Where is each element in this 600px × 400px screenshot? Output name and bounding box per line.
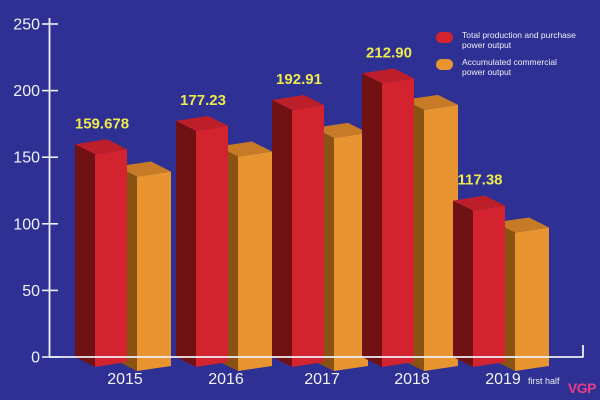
bar-production-2018-side bbox=[362, 73, 382, 367]
value-label: 212.90 bbox=[366, 44, 412, 61]
bar-production-2019-top bbox=[453, 195, 505, 211]
bar-production-2019-side bbox=[453, 200, 473, 367]
bar-commercial-2015-top bbox=[117, 161, 171, 177]
year-label: 2015 bbox=[107, 371, 143, 388]
value-label: 177.23 bbox=[180, 92, 226, 109]
bar-commercial-2019-top bbox=[495, 217, 549, 233]
bar-production-2017-top bbox=[272, 95, 324, 111]
bar-commercial-2019-front bbox=[515, 227, 549, 371]
y-tick-label: 250 bbox=[13, 17, 40, 34]
bar-commercial-2016-front bbox=[238, 151, 272, 371]
legend-swatch-orange-icon bbox=[436, 59, 453, 70]
bar-production-2017-front bbox=[292, 105, 324, 367]
bar-production-2016-front bbox=[196, 125, 228, 367]
value-label: 159.678 bbox=[75, 115, 129, 132]
bar-commercial-2015-front bbox=[137, 171, 171, 371]
value-label: 117.38 bbox=[457, 172, 502, 189]
bar-commercial-2017-front bbox=[334, 132, 368, 371]
first-half-label: first half bbox=[528, 376, 560, 386]
year-label: 2017 bbox=[304, 371, 340, 388]
bar-production-2018-front bbox=[382, 78, 414, 367]
legend: Total production and purchase power outp… bbox=[436, 30, 586, 77]
bar-production-2015-side bbox=[75, 144, 95, 367]
legend-label: Accumulated commercial power output bbox=[462, 57, 557, 77]
bar-production-2017-side bbox=[272, 100, 292, 367]
y-tick-label: 50 bbox=[22, 283, 40, 300]
y-tick-label: 0 bbox=[31, 350, 40, 367]
year-label: 2016 bbox=[208, 371, 244, 388]
bar-commercial-2017-top bbox=[314, 122, 368, 138]
bar-production-2016-side bbox=[176, 120, 196, 367]
year-label: 2019 bbox=[485, 371, 521, 388]
year-label: 2018 bbox=[394, 371, 430, 388]
bar-commercial-2018-top bbox=[404, 94, 458, 110]
bar-commercial-2016-top bbox=[218, 141, 272, 157]
legend-label: Total production and purchase power outp… bbox=[462, 30, 576, 50]
bar-production-2019-front bbox=[473, 205, 505, 367]
value-label: 192.91 bbox=[276, 71, 322, 88]
bar-production-2015-top bbox=[75, 139, 127, 155]
bar-production-2016-top bbox=[176, 115, 228, 131]
vgp-logo: VGP bbox=[567, 380, 597, 396]
legend-item-total-production: Total production and purchase power outp… bbox=[436, 30, 586, 50]
bar-production-2015-front bbox=[95, 149, 127, 367]
bar-production-2018-top bbox=[362, 68, 414, 84]
bar-commercial-2018-front bbox=[424, 104, 458, 371]
y-tick-label: 100 bbox=[13, 216, 40, 233]
legend-swatch-red-icon bbox=[436, 32, 453, 43]
legend-item-accumulated-commercial: Accumulated commercial power output bbox=[436, 57, 586, 77]
y-tick-label: 150 bbox=[13, 150, 40, 167]
y-tick-label: 200 bbox=[13, 83, 40, 100]
